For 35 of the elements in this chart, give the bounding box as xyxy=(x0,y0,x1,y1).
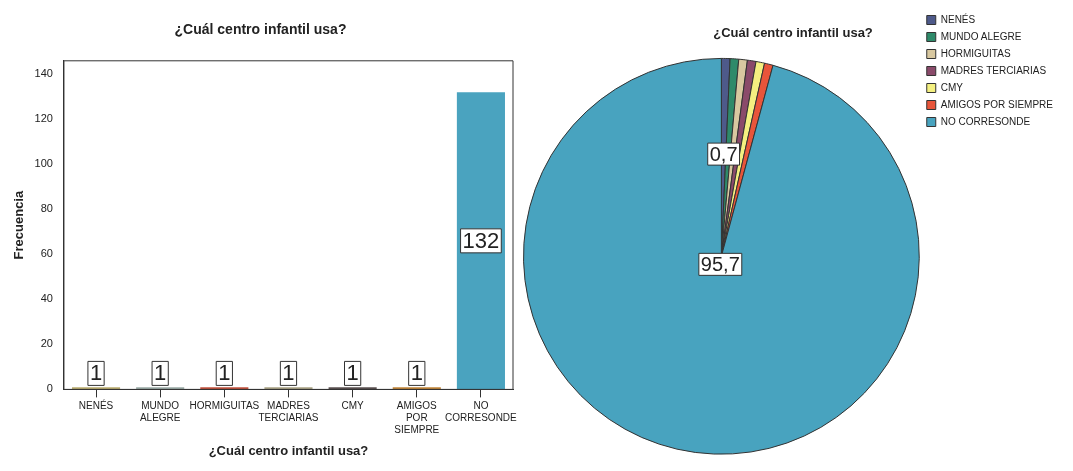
y-tick-label: 80 xyxy=(40,202,53,215)
y-tick-label: 40 xyxy=(40,292,53,305)
data-label: 95,7 xyxy=(700,252,740,275)
x-tick-label: HORMIGUITAS xyxy=(189,400,260,412)
x-axis-title: ¿Cuál centro infantil usa? xyxy=(208,442,369,458)
data-label: 0,7 xyxy=(709,142,738,165)
legend-label: CMY xyxy=(940,81,964,93)
y-axis-title: Frecuencia xyxy=(11,190,27,260)
data-label: 1 xyxy=(282,360,295,386)
data-label: 1 xyxy=(410,360,423,386)
x-tick-label: CMY xyxy=(341,400,365,412)
legend-label: MADRES TERCIARIAS xyxy=(940,64,1047,76)
y-tick-label: 100 xyxy=(34,157,53,170)
x-tick-label: NENÉS xyxy=(78,399,114,412)
y-tick-label: 120 xyxy=(34,112,53,125)
x-tick-label: MADRES TERCIARIAS xyxy=(258,400,319,424)
legend-label: AMIGOS POR SIEMPRE xyxy=(940,98,1054,110)
data-label: 1 xyxy=(346,360,359,386)
y-tick-label: 20 xyxy=(40,337,53,350)
legend-label: MUNDO ALEGRE xyxy=(940,30,1022,42)
chart-title: ¿Cuál centro infantil usa? xyxy=(174,21,347,38)
data-label: 1 xyxy=(89,360,103,386)
legend-label: NENÉS xyxy=(940,12,976,25)
x-tick-label: AMIGOS POR SIEMPRE xyxy=(394,400,440,436)
data-label: 132 xyxy=(462,227,500,253)
y-tick-label: 140 xyxy=(34,67,53,80)
legend-label: HORMIGUITAS xyxy=(940,47,1011,59)
x-tick-label: NO CORRESONDE xyxy=(445,400,518,424)
text: ¿Cuál centro infantil usa? xyxy=(713,25,873,41)
y-tick-label: 0 xyxy=(46,382,53,395)
data-label: 1 xyxy=(218,360,231,386)
x-tick-label: MUNDO ALEGRE xyxy=(139,400,181,424)
data-label: 1 xyxy=(154,360,167,386)
y-tick-label: 60 xyxy=(40,247,53,260)
legend-label: NO CORRESONDE xyxy=(940,115,1031,127)
